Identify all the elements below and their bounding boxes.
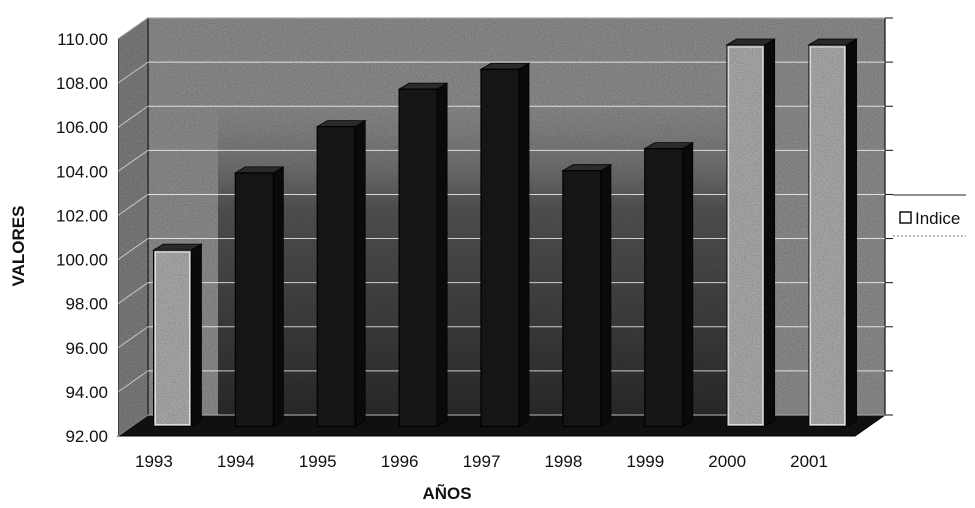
side-wall-panel <box>117 17 149 437</box>
y-tick-label: 96.00 <box>65 339 108 358</box>
gridline-side <box>117 105 149 128</box>
gridline-side <box>117 282 149 305</box>
bar-1993 <box>152 249 193 428</box>
gridline-side <box>117 149 149 172</box>
chart-side-wall <box>117 17 149 437</box>
bar-1999 <box>644 148 684 428</box>
bar-side-face <box>272 166 284 428</box>
bar-2000 <box>726 44 766 428</box>
bar-2001 <box>807 44 848 428</box>
bar-1997 <box>480 68 520 428</box>
y-tick-label: 98.00 <box>65 295 108 314</box>
x-tick-label-1999: 1999 <box>626 452 664 471</box>
bar-side-face <box>354 119 366 428</box>
bar-side-face <box>191 243 202 428</box>
bar-series-indice <box>152 38 858 428</box>
x-tick-label-1994: 1994 <box>217 452 255 471</box>
y-tick-label: 110.00 <box>57 30 108 49</box>
gridline-side <box>117 17 149 40</box>
bar-side-face <box>518 62 530 428</box>
x-tick-label-1998: 1998 <box>544 452 582 471</box>
y-tick-label: 100.00 <box>56 251 108 270</box>
legend-swatch-indice <box>899 211 912 224</box>
x-tick-label-2000: 2000 <box>708 452 746 471</box>
bar-side-face <box>846 38 857 428</box>
bar-1998 <box>562 170 602 428</box>
bar-highlight <box>810 46 846 426</box>
gridline-side <box>117 370 149 393</box>
chart-legend: Indice <box>893 194 966 237</box>
y-axis-tick-labels: 92.00 94.00 96.00 98.00 100.00 102.00 104.00 10… <box>56 30 108 446</box>
bar-1994 <box>234 172 274 428</box>
x-tick-label-1997: 1997 <box>463 452 501 471</box>
y-tick-label: 102.00 <box>56 206 108 225</box>
bar-highlight <box>154 251 190 426</box>
x-tick-label-1995: 1995 <box>299 452 337 471</box>
y-tick-label: 92.00 <box>65 427 108 446</box>
bar-side-face <box>436 82 448 428</box>
bar-1995 <box>316 125 356 428</box>
bar-highlight <box>728 46 764 426</box>
gridline-side <box>117 238 149 260</box>
x-axis-title: AÑOS <box>422 483 471 503</box>
gridline-side <box>117 61 149 84</box>
bar-side-face <box>600 163 612 428</box>
gridline-side <box>117 414 149 437</box>
y-tick-label: 106.00 <box>56 118 108 137</box>
y-axis-title: VALORES <box>9 206 28 287</box>
legend-label-indice: Indice <box>915 209 960 228</box>
bar-side-face <box>764 38 776 428</box>
x-tick-label-1993: 1993 <box>135 452 173 471</box>
gridline-side <box>117 326 149 349</box>
y-tick-label: 104.00 <box>56 162 108 181</box>
x-tick-label-2001: 2001 <box>790 452 828 471</box>
x-tick-label-1996: 1996 <box>381 452 419 471</box>
bar-side-face <box>682 141 694 428</box>
x-axis-tick-labels: 1993 1994 1995 1996 1997 1998 1999 2000 2001 <box>135 452 828 471</box>
bar-1996 <box>398 88 438 428</box>
gridline-side <box>117 194 149 216</box>
y-tick-label: 108.00 <box>56 74 108 93</box>
y-tick-label: 94.00 <box>65 383 108 402</box>
